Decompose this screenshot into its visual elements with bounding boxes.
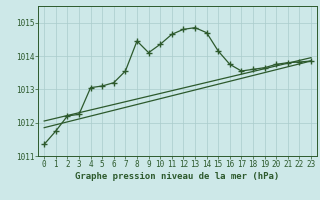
X-axis label: Graphe pression niveau de la mer (hPa): Graphe pression niveau de la mer (hPa) xyxy=(76,172,280,181)
